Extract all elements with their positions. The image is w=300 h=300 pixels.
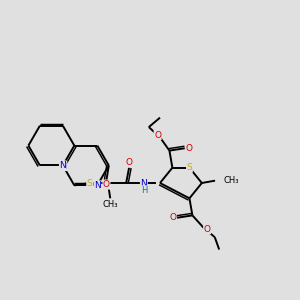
Text: O: O: [126, 158, 133, 167]
Text: H: H: [141, 186, 147, 195]
Text: O: O: [204, 225, 211, 234]
Text: N: N: [94, 181, 101, 190]
Text: S: S: [87, 178, 92, 188]
Text: CH₃: CH₃: [103, 200, 118, 209]
Text: O: O: [154, 130, 161, 140]
Text: O: O: [103, 180, 110, 189]
Text: O: O: [169, 213, 176, 222]
Text: S: S: [187, 163, 192, 172]
Text: CH₃: CH₃: [223, 176, 239, 185]
Text: N: N: [59, 161, 66, 170]
Text: N: N: [60, 162, 67, 171]
Text: N: N: [140, 178, 147, 188]
Text: O: O: [186, 144, 193, 153]
